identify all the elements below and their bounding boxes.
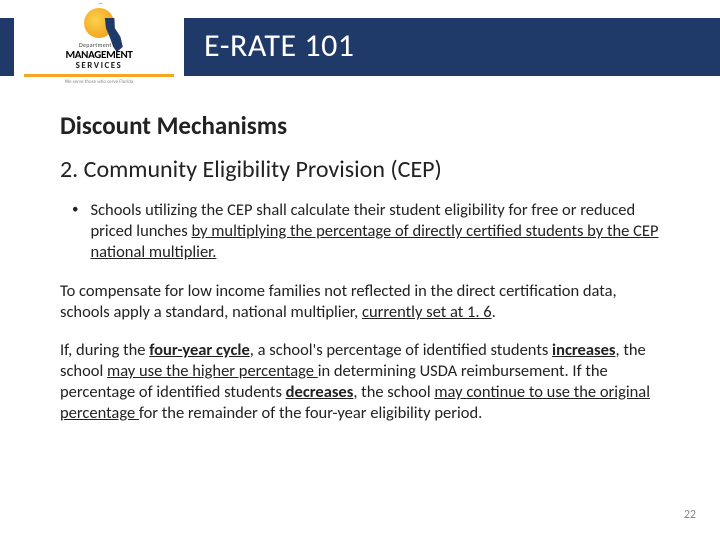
bullet-item: • Schools utilizing the CEP shall calcul…	[60, 200, 670, 263]
subsection-heading: 2. Community Eligibility Provision (CEP)	[60, 155, 670, 184]
p1-u1: currently set at 1. 6	[362, 302, 492, 322]
p2-b1: four-year cycle	[149, 340, 250, 360]
logo-divider	[24, 74, 174, 77]
p2-t6: for the remainder of the four-year eligi…	[139, 403, 482, 423]
bullet-marker: •	[72, 200, 78, 263]
p2-t5: , the school	[353, 382, 434, 402]
paragraph-2: If, during the four-year cycle, a school…	[60, 340, 670, 424]
logo-line2: SERVICES	[65, 61, 132, 71]
p1-t2: .	[492, 302, 496, 322]
p1-t1: To compensate for low income families no…	[60, 281, 617, 322]
page-number: 22	[684, 508, 696, 522]
p2-t2: , a school's percentage of identified st…	[250, 340, 552, 360]
p2-b3: decreases	[286, 382, 354, 402]
logo-line1: MANAGEMENT	[65, 49, 132, 61]
p2-b2: increases	[552, 340, 615, 360]
page-title: E-RATE 101	[204, 26, 355, 65]
section-heading: Discount Mechanisms	[60, 110, 670, 141]
paragraph-1: To compensate for low income families no…	[60, 281, 670, 323]
logo: Department of MANAGEMENT SERVICES We ser…	[14, 4, 184, 96]
logo-tagline: We serve those who serve Florida	[65, 79, 133, 85]
bullet-text: Schools utilizing the CEP shall calculat…	[90, 200, 670, 263]
p2-t1: If, during the	[60, 340, 149, 360]
p2-u1: may use the higher percentage	[107, 361, 318, 381]
content: Discount Mechanisms 2. Community Eligibi…	[60, 110, 670, 440]
